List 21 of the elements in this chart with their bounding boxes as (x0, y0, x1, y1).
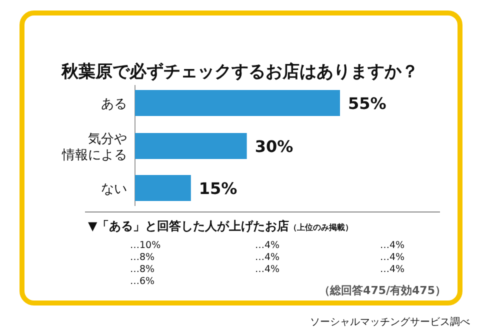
chart-title: 秋葉原で必ずチェックするお店はありますか？ (60, 62, 418, 82)
data-label: 30% (254, 137, 294, 156)
text: …10% (130, 240, 161, 251)
text: …8% (130, 252, 155, 263)
text: …6% (130, 276, 155, 287)
data-label: 55% (348, 94, 386, 113)
y-tick-label: ない (101, 182, 127, 197)
text: …8% (130, 264, 155, 275)
text: …4% (380, 240, 405, 251)
text: …4% (255, 240, 280, 251)
text: ▼「ある」と回答した人が上げたお店 (88, 219, 290, 233)
text: ソーシャルマッチングサービス調べ (310, 316, 470, 328)
text: （総回答475/有効475） (319, 284, 446, 297)
y-tick-label: 気分や情報による (61, 132, 127, 163)
text: …4% (380, 264, 405, 275)
text: …4% (255, 264, 280, 275)
text: …4% (255, 252, 280, 263)
text: …4% (380, 252, 405, 263)
y-tick-label: ある (101, 97, 127, 112)
data-label: 15% (198, 179, 238, 198)
text: （上位のみ掲載） (289, 223, 354, 232)
